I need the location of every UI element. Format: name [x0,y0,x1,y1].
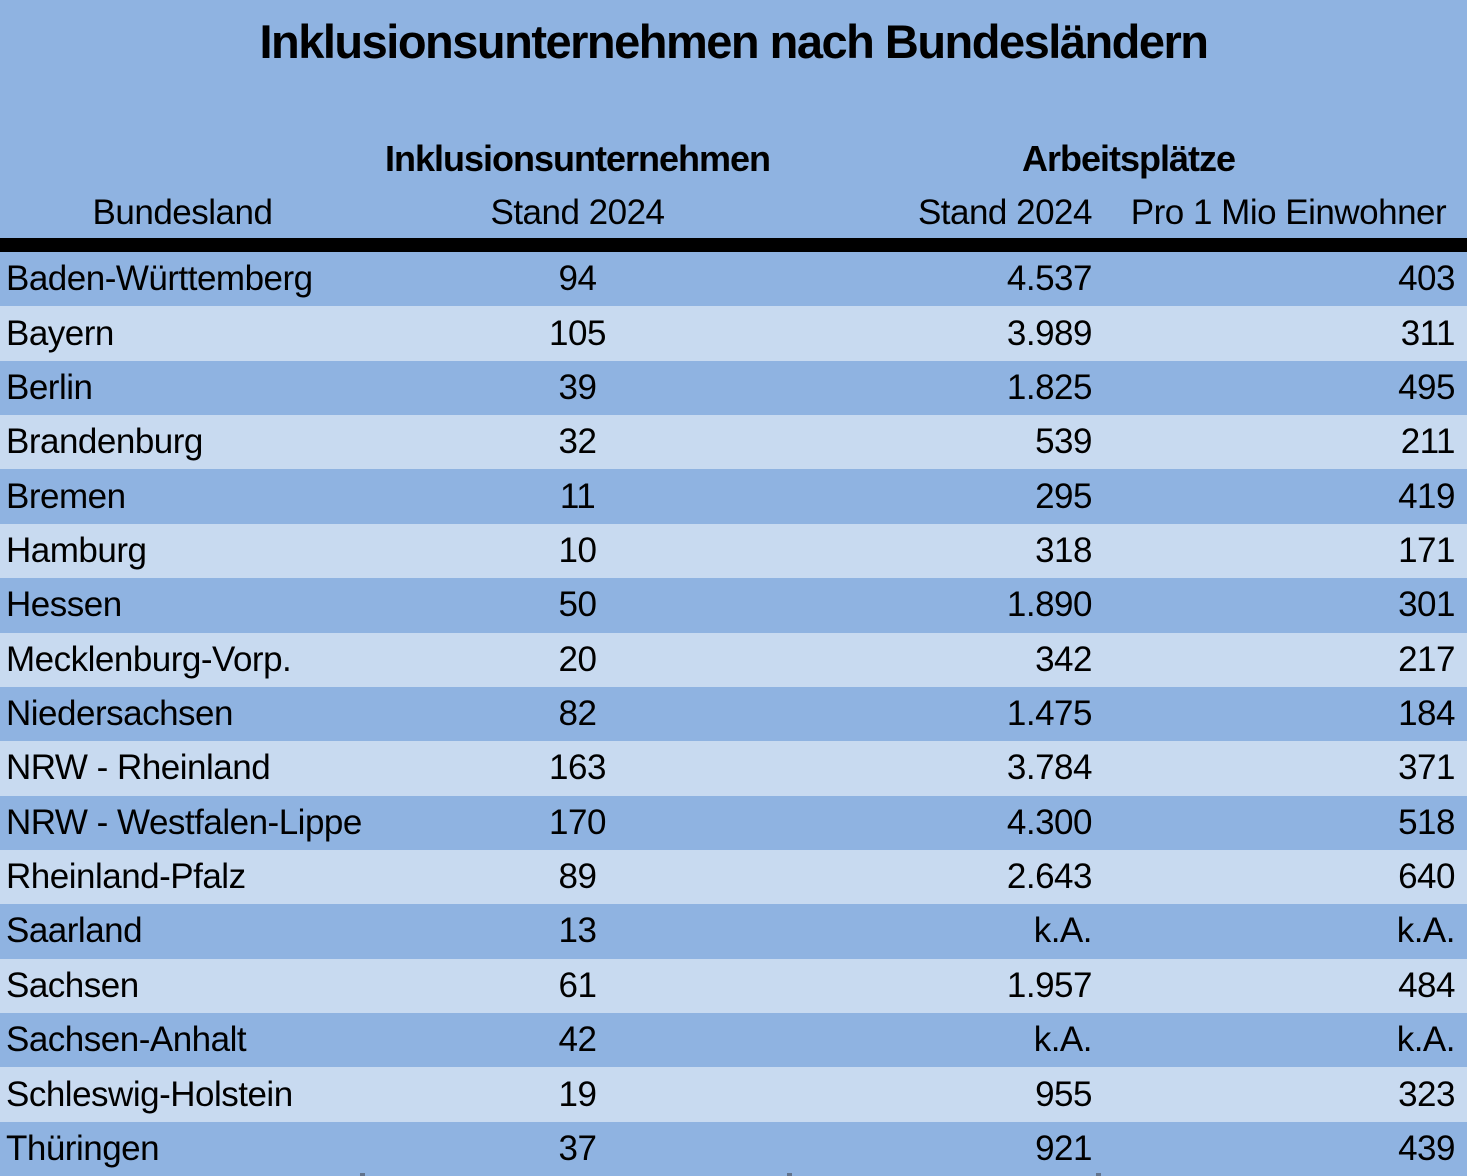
cell-inklusionsunternehmen-2024: 50 [558,585,597,625]
table-row: Mecklenburg-Vorp. 20 342 217 [0,632,1467,687]
table-row: Brandenburg 32 539 211 [0,415,1467,470]
cell-bundesland: Hamburg [6,530,147,570]
cell-bundesland: Schleswig-Holstein [6,1074,293,1114]
table-row: Saarland 13 k.A. k.A. [0,904,1467,959]
cell-inklusionsunternehmen-2024: 10 [558,530,597,570]
gridline-tick [360,1173,365,1176]
column-header-ap-pro-mio-einwohner: Pro 1 Mio Einwohner [1130,193,1447,232]
cell-arbeitsplaetze-pro-mio: 211 [1400,422,1456,462]
cell-bundesland: Rheinland-Pfalz [6,857,246,897]
cell-bundesland: Bayern [6,313,114,353]
table-row: Rheinland-Pfalz 89 2.643 640 [0,849,1467,905]
cell-inklusionsunternehmen-2024: 42 [558,1020,597,1060]
cell-inklusionsunternehmen-2024: 82 [558,694,597,734]
cell-inklusionsunternehmen-2024: 37 [558,1128,597,1168]
cell-arbeitsplaetze-pro-mio: 484 [1398,965,1455,1005]
cell-inklusionsunternehmen-2024: 13 [558,911,597,951]
column-header-iu-stand-2024: Stand 2024 [490,193,665,232]
cell-inklusionsunternehmen-2024: 11 [559,476,596,516]
cell-arbeitsplaetze-2024: 1.825 [1006,367,1093,407]
page-title: Inklusionsunternehmen nach Bundesländern [259,15,1209,68]
cell-bundesland: Hessen [6,585,122,625]
cell-arbeitsplaetze-pro-mio: 403 [1398,259,1455,299]
cell-inklusionsunternehmen-2024: 61 [558,965,597,1005]
cell-arbeitsplaetze-pro-mio: 419 [1398,476,1455,516]
cell-arbeitsplaetze-2024: 1.475 [1006,694,1093,734]
cell-arbeitsplaetze-2024: k.A. [1033,1020,1093,1060]
table-row: Hamburg 10 318 171 [0,523,1467,579]
cell-bundesland: Baden-Württemberg [6,259,313,299]
cell-arbeitsplaetze-pro-mio: 171 [1398,530,1455,570]
cell-inklusionsunternehmen-2024: 20 [558,639,597,679]
cell-bundesland: Mecklenburg-Vorp. [6,639,292,679]
cell-arbeitsplaetze-2024: 295 [1035,476,1092,516]
cell-inklusionsunternehmen-2024: 89 [558,857,597,897]
cell-bundesland: Niedersachsen [6,694,233,734]
column-header-ap-stand-2024: Stand 2024 [917,193,1093,232]
table-row: Sachsen-Anhalt 42 k.A. k.A. [0,1013,1467,1068]
cell-bundesland: NRW - Rheinland [6,748,271,788]
cell-bundesland: Sachsen-Anhalt [6,1020,247,1060]
table-row: Niedersachsen 82 1.475 184 [0,686,1467,742]
cell-arbeitsplaetze-pro-mio: k.A. [1396,1020,1456,1060]
cell-arbeitsplaetze-2024: 955 [1035,1074,1092,1114]
column-group-header-arbeitsplaetze: Arbeitsplätze [1021,138,1236,179]
gridline-tick [1096,1173,1101,1176]
cell-arbeitsplaetze-pro-mio: 311 [1400,313,1456,353]
cell-bundesland: Berlin [6,367,93,407]
table-row: Berlin 39 1.825 495 [0,360,1467,416]
cell-inklusionsunternehmen-2024: 32 [558,422,597,462]
cell-bundesland: Saarland [6,911,143,951]
table-row: Baden-Württemberg 94 4.537 403 [0,252,1467,307]
cell-arbeitsplaetze-2024: 3.989 [1006,313,1093,353]
cell-inklusionsunternehmen-2024: 39 [558,367,597,407]
cell-bundesland: Bremen [6,476,126,516]
cell-inklusionsunternehmen-2024: 94 [558,259,597,299]
table-row: Bayern 105 3.989 311 [0,306,1467,361]
cell-arbeitsplaetze-pro-mio: 640 [1398,857,1455,897]
gridline-tick [787,1173,792,1176]
cell-arbeitsplaetze-2024: 1.890 [1006,585,1093,625]
cell-inklusionsunternehmen-2024: 19 [558,1074,597,1114]
cell-arbeitsplaetze-2024: 342 [1035,639,1092,679]
cell-arbeitsplaetze-pro-mio: 371 [1398,748,1455,788]
cell-arbeitsplaetze-2024: 2.643 [1006,857,1093,897]
cell-arbeitsplaetze-pro-mio: 518 [1398,802,1455,842]
cell-arbeitsplaetze-pro-mio: 495 [1398,367,1455,407]
cell-bundesland: Thüringen [6,1128,160,1168]
cell-arbeitsplaetze-2024: k.A. [1033,911,1093,951]
cell-arbeitsplaetze-pro-mio: 439 [1398,1128,1455,1168]
cell-bundesland: Sachsen [6,965,139,1005]
table-row: NRW - Rheinland 163 3.784 371 [0,741,1467,796]
cell-arbeitsplaetze-2024: 1.957 [1006,965,1093,1005]
cell-inklusionsunternehmen-2024: 170 [549,802,606,842]
cell-arbeitsplaetze-pro-mio: k.A. [1396,911,1456,951]
cell-bundesland: NRW - Westfalen-Lippe [6,802,362,842]
cell-arbeitsplaetze-pro-mio: 323 [1398,1074,1455,1114]
header-divider-bar [0,238,1467,252]
cell-arbeitsplaetze-2024: 4.537 [1006,259,1093,299]
column-header-bundesland: Bundesland [92,193,273,232]
cell-arbeitsplaetze-2024: 3.784 [1006,748,1093,788]
cell-arbeitsplaetze-2024: 318 [1035,530,1092,570]
table-row: Bremen 11 295 419 [0,469,1467,524]
cell-arbeitsplaetze-2024: 4.300 [1006,802,1093,842]
cell-inklusionsunternehmen-2024: 105 [549,313,606,353]
table-row: Thüringen 37 921 439 [0,1121,1467,1176]
cell-arbeitsplaetze-pro-mio: 301 [1398,585,1455,625]
cell-arbeitsplaetze-2024: 539 [1035,422,1092,462]
cell-arbeitsplaetze-pro-mio: 184 [1398,694,1455,734]
column-group-header-inklusionsunternehmen: Inklusionsunternehmen [384,138,771,179]
cell-arbeitsplaetze-pro-mio: 217 [1398,639,1455,679]
table-body: Baden-Württemberg 94 4.537 403 Bayern 105 3.98… [0,252,1467,1176]
cell-bundesland: Brandenburg [6,422,203,462]
cell-inklusionsunternehmen-2024: 163 [549,748,606,788]
table-row: NRW - Westfalen-Lippe 170 4.300 518 [0,795,1467,850]
table-row: Hessen 50 1.890 301 [0,578,1467,633]
table-row: Schleswig-Holstein 19 955 323 [0,1067,1467,1122]
cell-arbeitsplaetze-2024: 921 [1035,1128,1092,1168]
table-row: Sachsen 61 1.957 484 [0,958,1467,1014]
